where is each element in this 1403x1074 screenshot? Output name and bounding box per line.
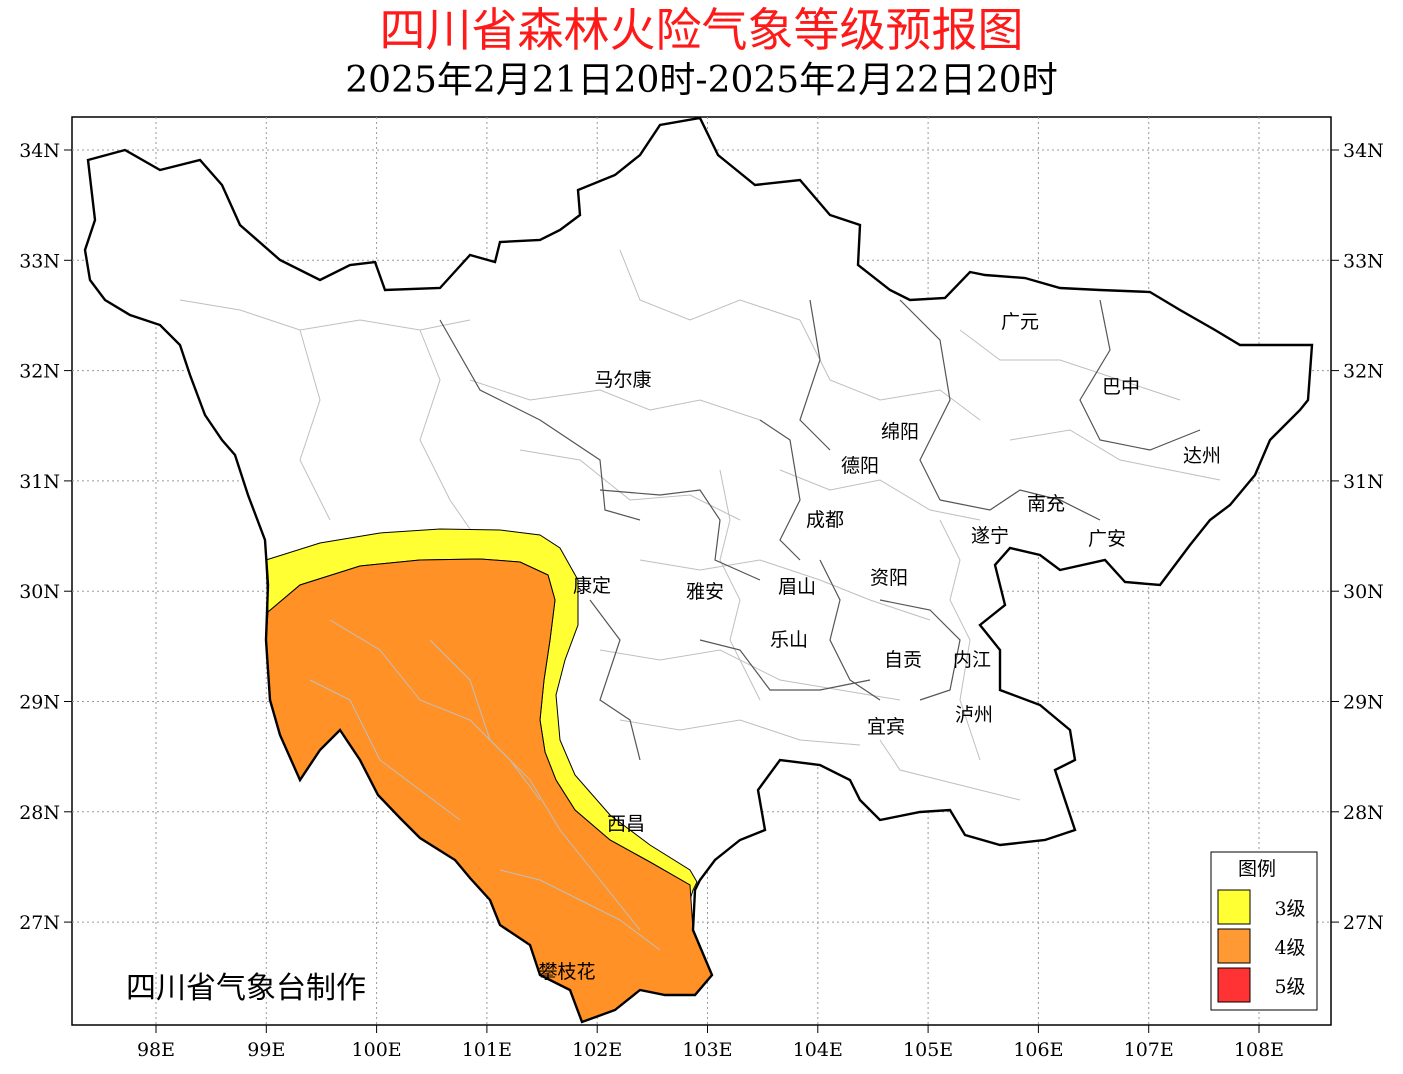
city-labels: 广元 马尔康 巴中 绵阳 达州 德阳 南充 成都 遂宁 广安 康定 雅安 眉山 … [538, 311, 1221, 983]
legend: 图例 3级 4级 5级 [1210, 851, 1318, 1011]
latitude-tick-label-left: 27N [19, 912, 60, 934]
prefecture-boundaries [439, 299, 1201, 761]
latitude-tick-label-left: 28N [19, 802, 60, 824]
city-label: 内江 [953, 649, 991, 671]
longitude-tick-label: 102E [572, 1039, 622, 1061]
city-label: 攀枝花 [538, 961, 595, 983]
longitude-tick-label: 99E [247, 1039, 285, 1061]
city-label: 眉山 [778, 576, 816, 598]
city-label: 自贡 [884, 649, 922, 671]
city-label: 泸州 [955, 704, 993, 726]
legend-title: 图例 [1238, 858, 1276, 880]
city-label: 资阳 [870, 567, 908, 589]
sichuan-province-border [83, 116, 1314, 1024]
city-label: 广安 [1088, 528, 1126, 550]
latitude-tick-label-right: 28N [1343, 802, 1384, 824]
longitude-tick-label: 100E [352, 1039, 402, 1061]
city-label: 德阳 [841, 455, 879, 477]
map-title: 四川省森林火险气象等级预报图 [379, 3, 1024, 57]
city-label: 广元 [1001, 311, 1039, 333]
longitude-tick-label: 104E [793, 1039, 843, 1061]
city-label: 达州 [1183, 445, 1221, 467]
latitude-tick-label-left: 32N [19, 361, 60, 383]
legend-swatch-level-3 [1217, 889, 1251, 925]
longitude-tick-label: 107E [1124, 1039, 1174, 1061]
latitude-tick-label-left: 30N [19, 581, 60, 603]
longitude-tick-label: 103E [682, 1039, 732, 1061]
forecast-period: 2025年2月21日20时-2025年2月22日20时 [345, 60, 1058, 101]
longitude-tick-label: 106E [1013, 1039, 1063, 1061]
city-label: 马尔康 [594, 369, 651, 391]
latitude-tick-label-right: 30N [1343, 581, 1384, 603]
latitude-tick-label-left: 33N [19, 250, 60, 272]
latitude-tick-label-left: 31N [19, 471, 60, 493]
legend-label-level-4: 4级 [1274, 937, 1305, 959]
legend-swatch-level-4 [1217, 928, 1251, 964]
longitude-tick-label: 101E [462, 1039, 512, 1061]
city-label: 乐山 [770, 629, 808, 651]
latitude-tick-label-left: 29N [19, 692, 60, 714]
latitude-tick-label-left: 34N [19, 140, 60, 162]
latitude-tick-label-right: 31N [1343, 471, 1384, 493]
legend-swatch-level-5 [1217, 967, 1251, 1003]
city-label: 西昌 [607, 813, 645, 835]
longitude-tick-label: 108E [1234, 1039, 1284, 1061]
legend-label-level-3: 3级 [1274, 898, 1305, 920]
longitude-tick-label: 98E [137, 1039, 175, 1061]
latitude-tick-label-right: 32N [1343, 361, 1384, 383]
city-label: 巴中 [1102, 376, 1140, 398]
producer-credit: 四川省气象台制作 [126, 971, 366, 1006]
latitude-tick-label-right: 27N [1343, 912, 1384, 934]
city-label: 绵阳 [881, 421, 919, 443]
longitude-tick-label: 105E [903, 1039, 953, 1061]
longitude-ticks: 98E 99E 100E 101E 102E 103E 104E 105E 106E 107E 10… [137, 1025, 1284, 1061]
latitude-tick-label-right: 29N [1343, 692, 1384, 714]
latitude-ticks: 34N 34N 33N 33N 32N 32N 31N 31N 30N 30N 29N 29N 28N 2… [19, 140, 1384, 934]
latitude-tick-label-right: 33N [1343, 250, 1384, 272]
city-label: 宜宾 [867, 716, 905, 738]
city-label: 康定 [573, 575, 611, 597]
city-label: 遂宁 [971, 525, 1009, 547]
city-label: 南充 [1027, 493, 1065, 515]
city-label: 成都 [806, 509, 844, 531]
legend-label-level-5: 5级 [1274, 976, 1305, 998]
latitude-tick-label-right: 34N [1343, 140, 1384, 162]
city-label: 雅安 [686, 581, 724, 603]
